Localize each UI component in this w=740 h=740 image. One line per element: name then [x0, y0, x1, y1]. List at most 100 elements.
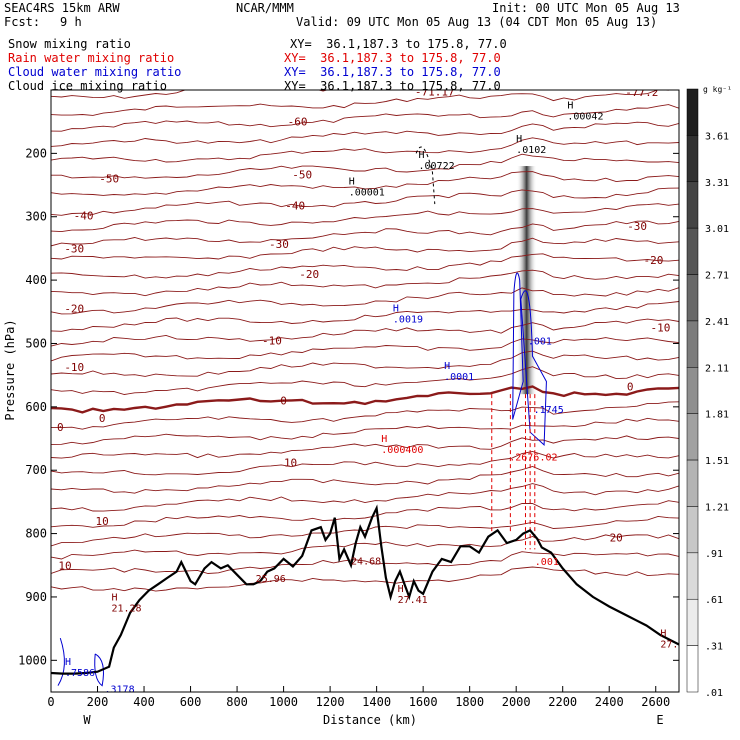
colorbar-swatch: [686, 413, 699, 461]
high-marker-value: 25.96: [256, 574, 286, 585]
legend-snow-xy: XY= 36.1,187.3 to 175.8, 77.0: [290, 37, 507, 51]
high-marker-value: .00722: [418, 161, 454, 172]
cloud-water-contour: [520, 290, 547, 446]
isotherm-label: -20: [643, 254, 663, 267]
isotherm-line: [51, 417, 679, 445]
isotherm-line: [51, 534, 679, 560]
high-marker-h: H: [516, 134, 522, 145]
colorbar-label: .31: [705, 642, 723, 653]
colorbar-swatch: [686, 181, 699, 229]
x-tick-label: 2600: [641, 695, 670, 709]
left-end-label: W: [83, 713, 91, 727]
isotherm-label: -20: [299, 268, 319, 281]
x-tick-label: 1200: [316, 695, 345, 709]
y-tick-label: 500: [25, 336, 47, 350]
high-marker-value: .001: [528, 337, 552, 348]
colorbar: 3.61 3.31 3.01 2.71 2.41 2.11 1.81 1.51 1.21 .91.…: [686, 85, 732, 699]
isotherm-label: 20: [610, 531, 623, 544]
forecast-label: Fcst:: [4, 15, 41, 29]
high-marker-h: H: [65, 657, 71, 668]
high-marker-value: .3178: [104, 684, 134, 695]
isotherm-line: [51, 237, 679, 260]
x-tick-label: 800: [226, 695, 248, 709]
colorbar-label: 2.41: [705, 317, 729, 328]
colorbar-label: .01: [705, 688, 723, 699]
isotherm-label: 10: [284, 457, 297, 470]
forecast-value: 9 h: [60, 15, 82, 29]
legend-snow-label: Snow mixing ratio: [8, 37, 131, 51]
high-marker-h: H: [393, 303, 399, 314]
isotherm-line: [51, 301, 679, 332]
high-marker-value: .0001: [444, 372, 474, 383]
high-marker-value: .0102: [516, 145, 546, 156]
x-tick-label: 0: [47, 695, 54, 709]
high-marker-value: 21.28: [111, 603, 141, 614]
x-tick-label: 1400: [362, 695, 391, 709]
high-marker-value: .7586: [65, 668, 95, 679]
x-tick-label: 1000: [269, 695, 298, 709]
x-tick-label: 2200: [548, 695, 577, 709]
high-marker-h: H: [660, 628, 666, 639]
colorbar-swatch: [686, 552, 699, 600]
isotherm-label: -30: [64, 242, 84, 255]
colorbar-label: .91: [705, 549, 723, 560]
isotherm-line: [51, 483, 679, 512]
isotherm-line: [51, 515, 679, 547]
isotherm-line: [51, 466, 679, 494]
isotherm-line: [51, 104, 679, 132]
valid-time: Valid: 09 UTC Mon 05 Aug 13 (04 CDT Mon …: [296, 15, 658, 29]
isotherm-label: 0: [280, 395, 287, 408]
colorbar-swatch: [686, 645, 699, 693]
producer-label: NCAR/MMM: [236, 1, 294, 15]
high-marker-value: .00042: [567, 112, 603, 123]
x-tick-label: 1600: [409, 695, 438, 709]
colorbar-unit: g kg⁻¹: [703, 85, 732, 94]
high-marker-h: H: [444, 361, 450, 372]
colorbar-swatch: [686, 274, 699, 322]
legend-rain-label: Rain water mixing ratio: [8, 51, 175, 65]
colorbar-swatch: [686, 506, 699, 554]
high-marker-value: .000400: [381, 445, 423, 456]
colorbar-label: 3.01: [705, 224, 729, 235]
x-axis-label: Distance (km): [323, 713, 417, 727]
high-marker-value: .02: [539, 453, 557, 464]
high-marker-value: 27.97: [660, 639, 690, 650]
high-marker-h: H: [418, 150, 424, 161]
x-tick-label: 600: [180, 695, 202, 709]
colorbar-label: 2.11: [705, 363, 729, 374]
high-marker-value: .001: [535, 557, 559, 568]
colorbar-swatch: [686, 227, 699, 275]
isotherm-label: -30: [269, 238, 289, 251]
colorbar-swatch: [686, 135, 699, 183]
isotherm-line: [51, 385, 679, 414]
plot-area: -71.17 -77.2 -60 -50 -50 -40 -40 -30 -30 -30 -20 -2…: [51, 90, 690, 695]
colorbar-label: 1.21: [705, 502, 729, 513]
y-axis-label: Pressure (hPa): [3, 319, 17, 420]
isotherm-line: [51, 350, 679, 377]
colorbar-swatch: [686, 320, 699, 368]
y-tick-label: 200: [25, 146, 47, 160]
isotherm-line: [51, 90, 366, 99]
colorbar-label: 2.71: [705, 271, 729, 282]
high-marker-value: .00001: [349, 188, 385, 199]
colorbar-swatch: [686, 367, 699, 414]
isotherm-line: [51, 253, 679, 279]
plot-inner: -71.17 -77.2 -60 -50 -50 -40 -40 -30 -30 -30 -20 -2…: [51, 90, 690, 695]
x-tick-label: 2400: [595, 695, 624, 709]
isotherm-label: 0: [57, 421, 64, 434]
isotherm-line: [51, 137, 679, 163]
plot-frame: [50, 89, 680, 693]
isotherm-line: [51, 121, 679, 147]
legend-rain-xy: XY= 36.1,187.3 to 175.8, 77.0: [284, 51, 501, 65]
high-marker-h: H: [381, 434, 387, 445]
legend-cloudwater-xy: XY= 36.1,187.3 to 175.8, 77.0: [284, 65, 501, 79]
terrain-line: [51, 504, 679, 675]
legend-cloudwater-label: Cloud water mixing ratio: [8, 65, 182, 79]
isotherm-label: -10: [650, 322, 670, 335]
colorbar-label: 3.31: [705, 178, 729, 189]
cloud-water-contour: [57, 637, 104, 687]
high-marker-h: H: [398, 584, 404, 595]
isotherm-line: [51, 203, 679, 233]
